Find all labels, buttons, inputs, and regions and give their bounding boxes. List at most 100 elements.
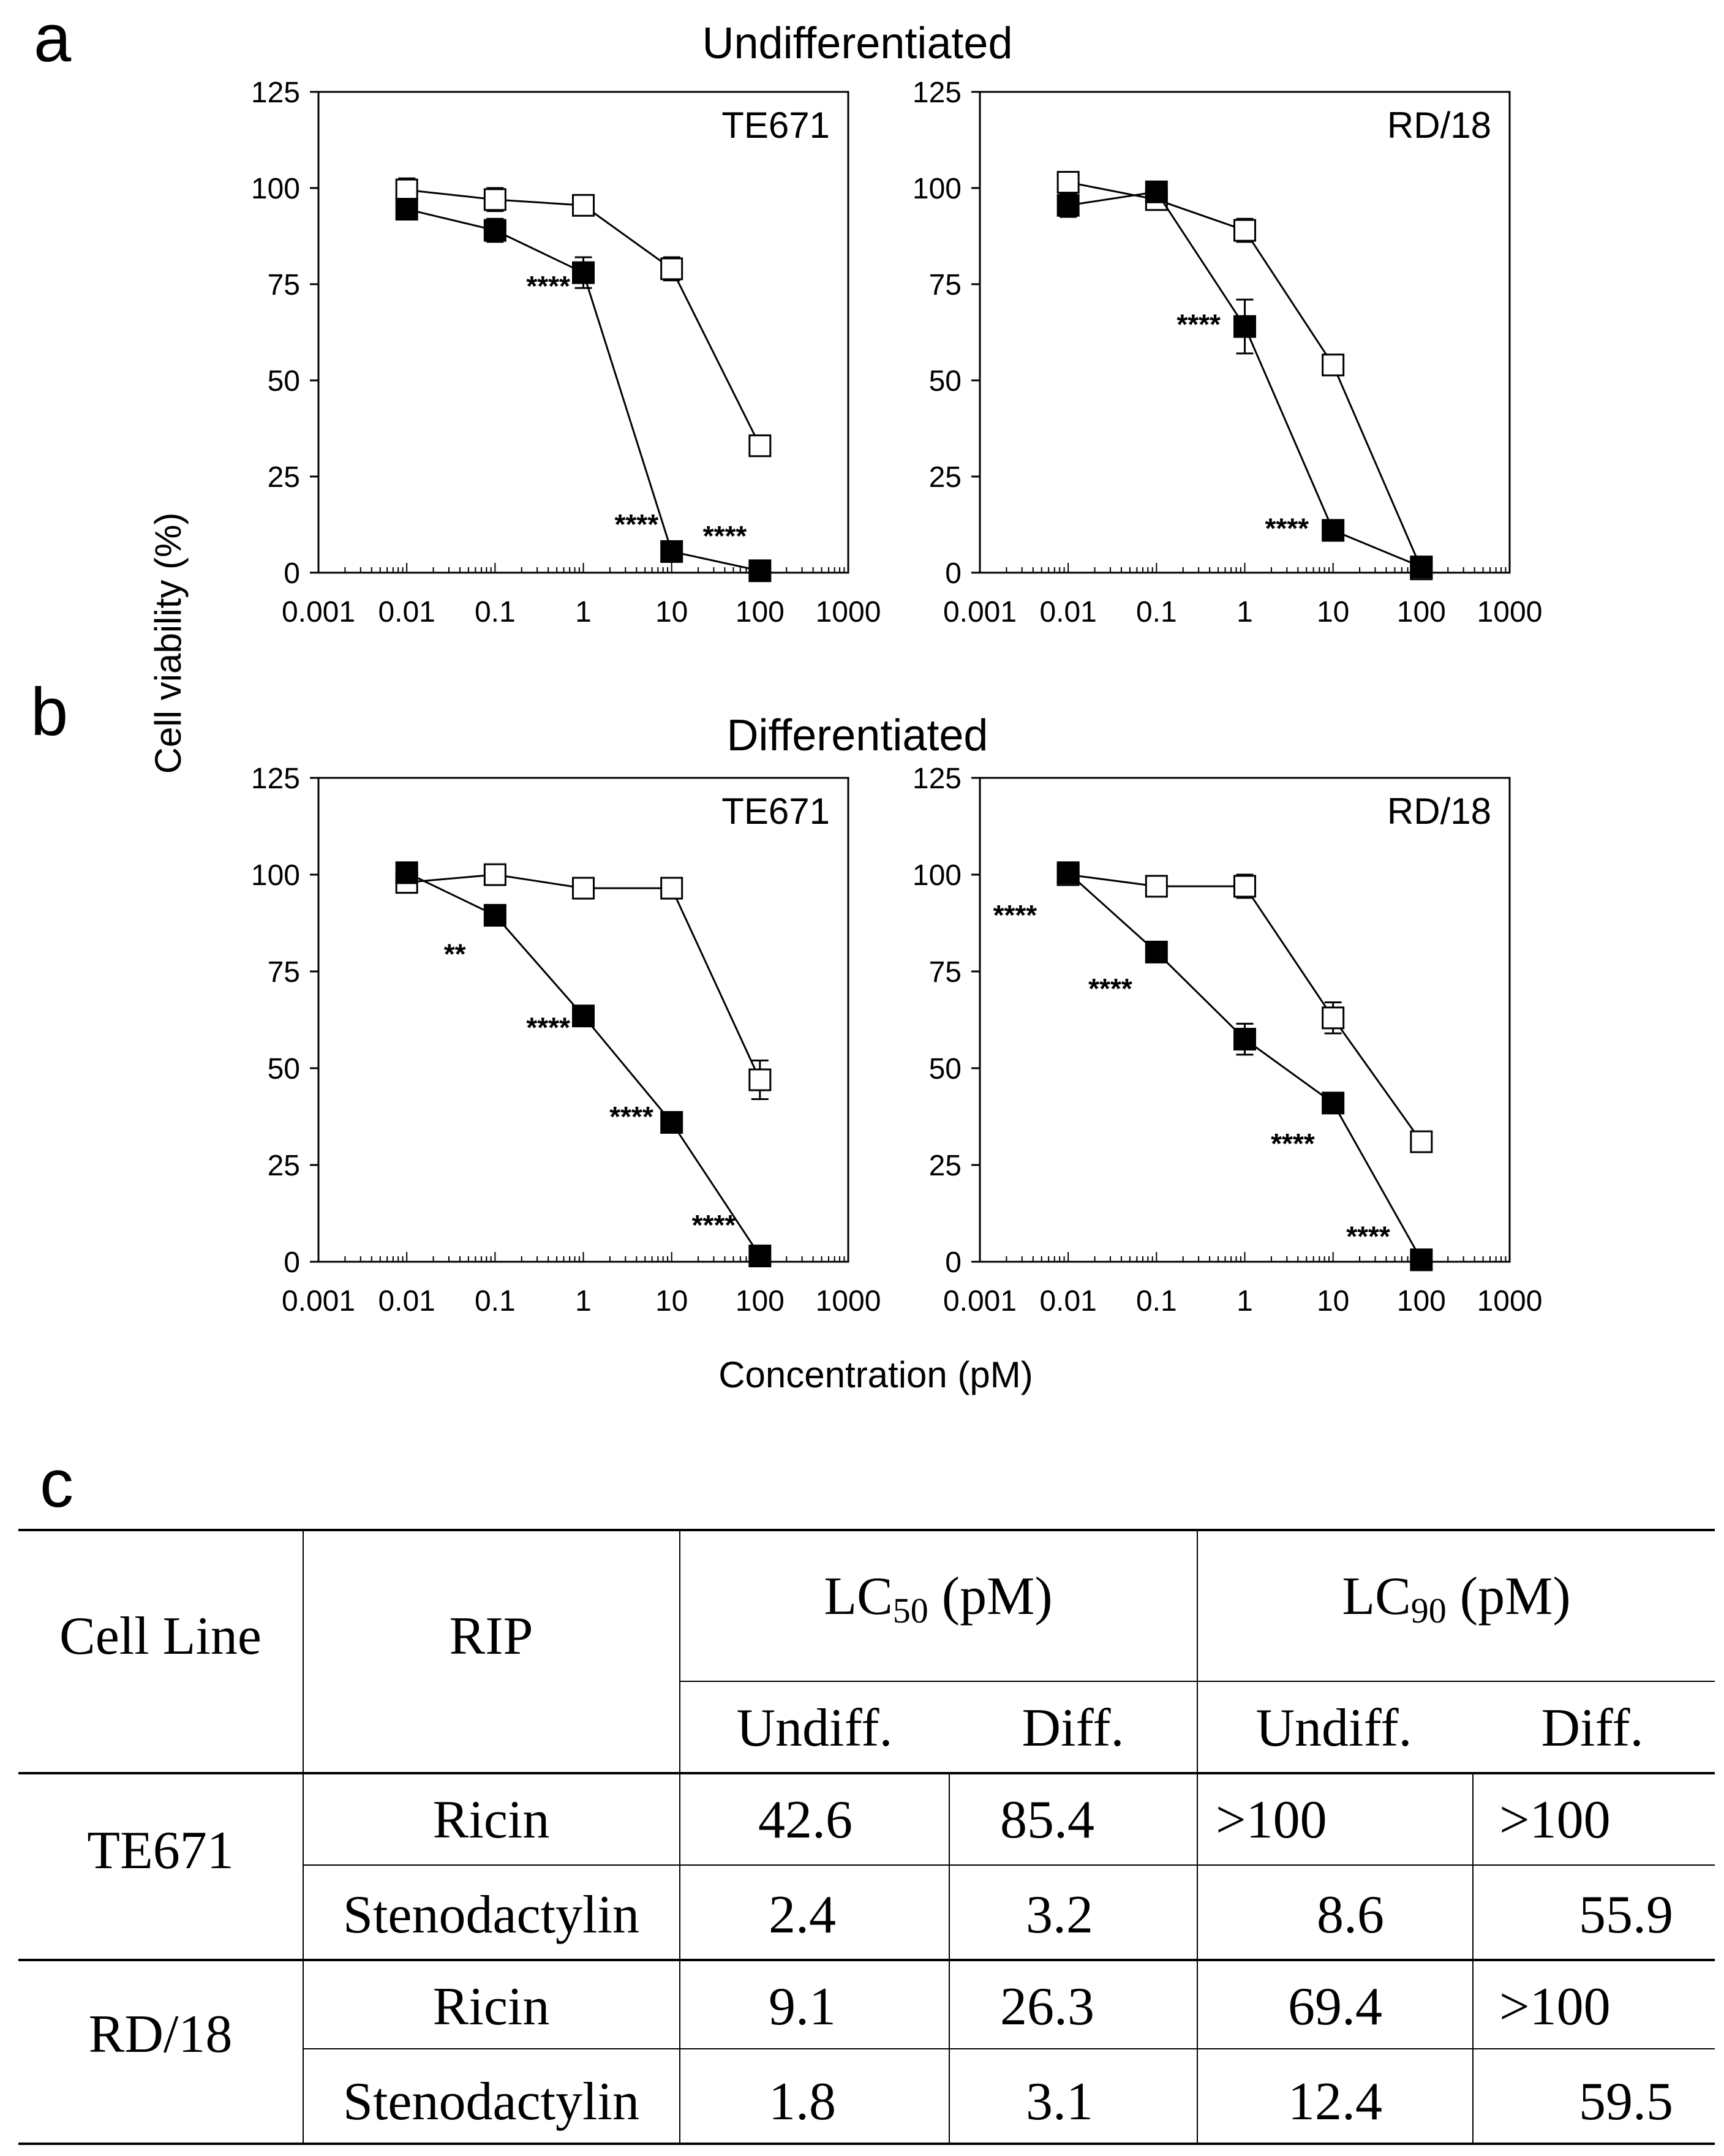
table-value: 26.3	[1000, 1977, 1094, 2037]
series-line-open	[407, 189, 761, 447]
y-tick-label: 25	[268, 1150, 300, 1182]
table-value: 3.1	[1026, 2072, 1093, 2132]
lc-table	[18, 1529, 1715, 2145]
significance-label: ****	[526, 1011, 570, 1043]
data-point-filled	[483, 219, 506, 242]
panel-label-c: c	[40, 1446, 73, 1521]
y-tick-label: 100	[251, 173, 300, 205]
series-line-filled	[1067, 190, 1422, 568]
table-value: >100	[1216, 1790, 1327, 1850]
y-tick-label: 50	[929, 365, 962, 398]
x-tick-label: 10	[655, 596, 688, 628]
x-tick-label: 100	[736, 1285, 785, 1317]
y-tick-label: 0	[945, 1246, 962, 1279]
data-point-filled	[572, 261, 595, 284]
data-point-filled	[1410, 556, 1433, 579]
significance-label: **	[444, 938, 466, 970]
table-rip: Stenodactylin	[343, 1885, 639, 1945]
data-point-open	[748, 434, 772, 458]
x-tick-label: 0.001	[282, 596, 355, 628]
series-line-open	[407, 873, 761, 1080]
data-point-filled	[483, 903, 506, 927]
y-tick-label: 125	[913, 77, 962, 109]
x-tick-label: 0.1	[1136, 596, 1177, 628]
table-subheader-lc50-undiff: Undiff.	[736, 1698, 892, 1758]
significance-label: ****	[1271, 1128, 1315, 1159]
y-tick-label: 100	[913, 859, 962, 892]
data-point-open	[748, 1068, 772, 1091]
table-header-lc90: LC90 (pM)	[1342, 1567, 1570, 1630]
x-tick-label: 1000	[816, 596, 881, 628]
data-point-filled	[660, 1110, 683, 1134]
table-value: 42.6	[758, 1790, 853, 1850]
x-tick-label: 0.01	[1039, 596, 1096, 628]
y-tick-label: 0	[284, 1246, 300, 1279]
data-point-open	[483, 863, 506, 886]
data-point-filled	[1145, 180, 1168, 203]
shared-x-axis-label: Concentration (pM)	[718, 1354, 1033, 1395]
x-tick-label: 100	[736, 596, 785, 628]
significance-label: ****	[526, 270, 570, 302]
y-tick-label: 75	[268, 956, 300, 989]
chart-title: TE671	[721, 791, 830, 832]
x-tick-label: 0.01	[378, 596, 435, 628]
data-point-filled	[572, 1005, 595, 1028]
data-point-open	[572, 194, 595, 217]
y-tick-label: 25	[929, 461, 962, 494]
x-tick-label: 1	[575, 1285, 592, 1317]
y-tick-label: 50	[268, 1053, 300, 1085]
data-point-filled	[1056, 194, 1080, 217]
x-tick-label: 1000	[816, 1285, 881, 1317]
x-tick-label: 0.01	[378, 1285, 435, 1317]
x-tick-label: 100	[1397, 1285, 1446, 1317]
y-tick-label: 25	[268, 461, 300, 494]
y-tick-label: 125	[251, 763, 300, 795]
data-point-open	[1145, 875, 1168, 898]
table-value: >100	[1499, 1977, 1611, 2037]
chart-b-rd18: 0 25 50 75 100 125 0.001 0.01 0.1 1 10 100 1000 RD/18…	[913, 763, 1542, 1317]
row-title-differentiated: Differentiated	[727, 711, 988, 760]
data-point-filled	[748, 559, 772, 582]
panel-label-b: b	[31, 674, 68, 750]
plot-frame	[979, 777, 1511, 1263]
data-point-filled	[395, 198, 418, 221]
table-subheader-lc90-diff: Diff.	[1541, 1698, 1643, 1758]
table-value: 69.4	[1288, 1977, 1382, 2037]
significance-label: ****	[703, 520, 747, 552]
data-point-open	[660, 257, 683, 281]
x-tick-label: 1	[1237, 1285, 1253, 1317]
data-point-filled	[1410, 1248, 1433, 1272]
data-point-filled	[1233, 315, 1256, 338]
data-point-open	[1410, 1130, 1433, 1153]
y-tick-label: 50	[268, 365, 300, 398]
lc90-subscript: 90	[1411, 1591, 1447, 1630]
x-tick-label: 100	[1397, 596, 1446, 628]
significance-label: ****	[1088, 973, 1132, 1005]
x-tick-label: 0.1	[475, 1285, 516, 1317]
y-tick-label: 0	[284, 557, 300, 590]
data-point-open	[1233, 219, 1256, 242]
y-tick-label: 75	[929, 956, 962, 989]
chart-title: RD/18	[1387, 105, 1491, 146]
chart-title: TE671	[721, 105, 830, 146]
x-tick-label: 0.1	[475, 596, 516, 628]
data-point-filled	[1322, 1091, 1345, 1115]
significance-label: ****	[692, 1209, 736, 1241]
y-tick-label: 75	[929, 269, 962, 301]
data-point-open	[660, 876, 683, 900]
table-rip: Stenodactylin	[343, 2072, 639, 2132]
x-tick-label: 0.1	[1136, 1285, 1177, 1317]
chart-b-te671: 0 25 50 75 100 125 0.001 0.01 0.1 1 10 100 1000 TE671…	[251, 763, 881, 1317]
significance-label: ****	[993, 899, 1037, 931]
table-subheader-lc50-diff: Diff.	[1022, 1698, 1124, 1758]
x-tick-label: 10	[1317, 1285, 1349, 1317]
shared-y-axis-label: Cell viability (%)	[148, 513, 189, 774]
y-tick-label: 0	[945, 557, 962, 590]
x-tick-label: 0.001	[282, 1285, 355, 1317]
table-cell-line-te671: TE671	[87, 1821, 234, 1880]
table-value: >100	[1499, 1790, 1611, 1850]
data-point-filled	[660, 540, 683, 563]
table-rip: Ricin	[433, 1977, 550, 2037]
data-point-filled	[395, 861, 418, 884]
